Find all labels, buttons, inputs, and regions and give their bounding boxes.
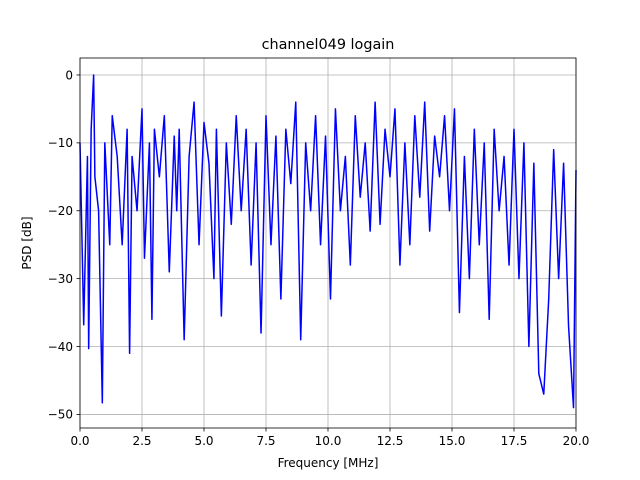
psd-series-line (79, 74, 577, 409)
y-axis-ticks: 0 −10 −20 −30 −40 −50 (48, 68, 80, 422)
plot-area (79, 74, 577, 409)
x-tick-label: 10.0 (315, 434, 342, 448)
y-axis-label: PSD [dB] (20, 216, 34, 269)
x-axis-ticks: 0.0 2.5 5.0 7.5 10.0 12.5 15.0 17.5 20.0 (70, 428, 589, 448)
y-tick-label: −50 (48, 408, 73, 422)
x-tick-label: 15.0 (439, 434, 466, 448)
y-tick-label: −10 (48, 136, 73, 150)
x-tick-label: 5.0 (194, 434, 213, 448)
x-tick-label: 20.0 (563, 434, 590, 448)
x-tick-label: 17.5 (501, 434, 528, 448)
y-tick-label: −30 (48, 272, 73, 286)
x-tick-label: 7.5 (256, 434, 275, 448)
x-axis-label: Frequency [MHz] (278, 456, 379, 470)
x-tick-label: 0.0 (70, 434, 89, 448)
chart-title: channel049 logain (262, 37, 395, 53)
x-tick-label: 2.5 (132, 434, 151, 448)
y-tick-label: −40 (48, 340, 73, 354)
y-tick-label: 0 (65, 68, 73, 82)
x-tick-label: 12.5 (377, 434, 404, 448)
y-tick-label: −20 (48, 204, 73, 218)
